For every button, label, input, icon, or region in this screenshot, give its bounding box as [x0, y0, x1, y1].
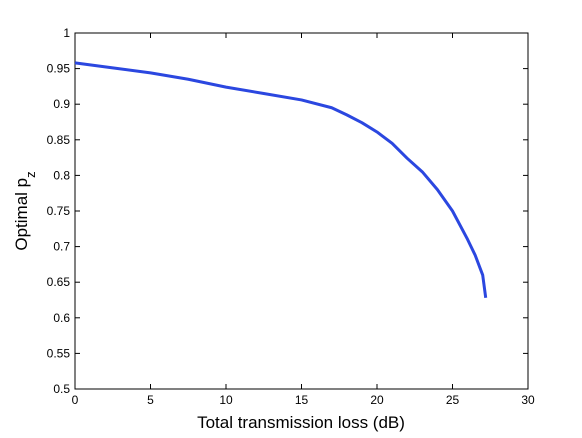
- x-tick-label: 25: [446, 393, 460, 407]
- x-tick-label: 0: [72, 393, 79, 407]
- y-tick-label: 0.7: [53, 240, 70, 254]
- x-tick-label: 20: [370, 393, 384, 407]
- data-line: [74, 61, 488, 299]
- y-tick-label: 0.9: [53, 97, 70, 111]
- y-tick-label: 0.95: [47, 62, 71, 76]
- y-tick-label: 0.8: [53, 168, 70, 182]
- y-tick-label: 0.5: [53, 382, 70, 396]
- y-axis-label: Optimal pz: [12, 171, 38, 250]
- x-tick-label: 5: [147, 393, 154, 407]
- y-tick-label: 1: [63, 26, 70, 40]
- x-tick-label: 30: [521, 393, 535, 407]
- y-tick-label: 0.75: [47, 204, 71, 218]
- x-tick-label: 10: [219, 393, 233, 407]
- y-axis-label-sub: z: [23, 171, 38, 178]
- y-tick-label: 0.85: [47, 133, 71, 147]
- plot-box: [74, 32, 529, 390]
- y-axis-label-main: Optimal p: [12, 178, 31, 251]
- y-tick-label: 0.6: [53, 311, 70, 325]
- y-tick-label: 0.55: [47, 346, 71, 360]
- y-tick-label: 0.65: [47, 275, 71, 289]
- x-tick-label: 15: [295, 393, 309, 407]
- x-axis-label: Total transmission loss (dB): [197, 413, 405, 432]
